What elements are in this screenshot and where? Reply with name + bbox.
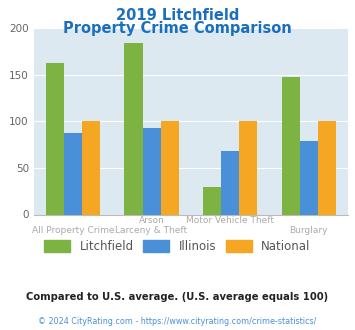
Text: © 2024 CityRating.com - https://www.cityrating.com/crime-statistics/: © 2024 CityRating.com - https://www.city… <box>38 317 317 326</box>
Bar <box>142 128 160 214</box>
Bar <box>125 43 142 214</box>
Text: Larceny & Theft: Larceny & Theft <box>115 226 187 235</box>
Bar <box>221 151 239 214</box>
Text: Compared to U.S. average. (U.S. average equals 100): Compared to U.S. average. (U.S. average … <box>26 292 329 302</box>
Bar <box>82 121 100 214</box>
Bar <box>318 121 336 214</box>
Text: Property Crime Comparison: Property Crime Comparison <box>63 21 292 36</box>
Bar <box>239 121 257 214</box>
Bar <box>300 141 318 214</box>
Bar <box>64 133 82 214</box>
Text: 2019 Litchfield: 2019 Litchfield <box>116 8 239 23</box>
Bar <box>46 63 64 214</box>
Text: All Property Crime: All Property Crime <box>32 226 114 235</box>
Text: Arson: Arson <box>139 216 164 225</box>
Text: Burglary: Burglary <box>289 226 328 235</box>
Text: Motor Vehicle Theft: Motor Vehicle Theft <box>186 216 274 225</box>
Bar <box>203 187 221 214</box>
Bar <box>160 121 179 214</box>
Bar <box>282 78 300 214</box>
Legend: Litchfield, Illinois, National: Litchfield, Illinois, National <box>40 236 315 258</box>
